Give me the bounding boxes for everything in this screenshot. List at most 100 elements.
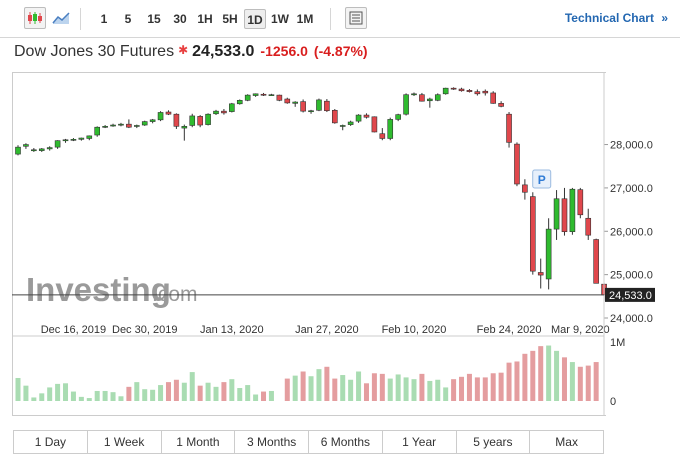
interval-1[interactable]: 1 xyxy=(100,12,108,26)
candle-body xyxy=(458,88,465,92)
candle-body xyxy=(355,114,362,122)
candle-body xyxy=(292,101,299,104)
price-change: -1256.0 xyxy=(260,43,308,59)
interval-1h[interactable]: 1H xyxy=(197,12,213,26)
range-max[interactable]: Max xyxy=(555,435,578,449)
candle-body xyxy=(371,116,378,133)
candle-body xyxy=(442,87,449,95)
annotation-marker xyxy=(532,169,552,189)
range-6-months[interactable]: 6 Months xyxy=(309,431,383,453)
volume-bar xyxy=(538,346,544,401)
volume-bars xyxy=(15,345,599,401)
last-price: 24,533.0 xyxy=(192,43,255,60)
area-chart-icon[interactable] xyxy=(50,7,72,29)
candle-body xyxy=(577,189,584,216)
date-tick-label: Jan 27, 2020 xyxy=(295,324,359,336)
volume-bar xyxy=(245,385,251,401)
interval-5h[interactable]: 5H xyxy=(222,12,238,26)
last-price-tag-label: 24,533.0 xyxy=(609,290,652,302)
volume-bar xyxy=(522,353,528,401)
range-1-day[interactable]: 1 Day xyxy=(14,431,88,453)
candle-body xyxy=(569,188,576,233)
range-1-month[interactable]: 1 Month xyxy=(162,431,236,453)
candle-body xyxy=(110,124,116,127)
interval-30[interactable]: 30 xyxy=(173,12,187,26)
interval-1m[interactable]: 1M xyxy=(296,12,314,26)
volume-bar xyxy=(466,373,472,401)
volume-bar xyxy=(324,366,330,401)
range-1-week[interactable]: 1 Week xyxy=(88,431,162,453)
candle-body xyxy=(229,103,235,112)
date-tick-label: Feb 24, 2020 xyxy=(477,324,542,336)
volume-bar xyxy=(31,397,37,401)
volume-bar xyxy=(142,389,148,401)
volume-bar xyxy=(506,362,512,401)
indicators-icon[interactable] xyxy=(345,7,367,29)
candle-body xyxy=(434,94,441,101)
volume-bar xyxy=(474,377,480,401)
volume-bar xyxy=(78,396,84,401)
candle-body xyxy=(316,99,322,111)
volume-bar xyxy=(165,382,171,401)
candle-body xyxy=(537,272,544,276)
candle-body xyxy=(86,135,93,139)
range-1-year[interactable]: 1 Year xyxy=(383,431,457,453)
watermark-brand: Investing xyxy=(26,271,171,308)
volume-bar xyxy=(585,365,591,401)
candle-body xyxy=(553,198,560,230)
candle-body xyxy=(165,111,172,115)
candle-body xyxy=(427,98,433,102)
volume-bar xyxy=(498,372,504,401)
date-tick-label: Dec 16, 2019 xyxy=(41,324,106,336)
volume-tick-label: 0 xyxy=(610,396,616,408)
volume-bar xyxy=(443,387,449,401)
candle-body xyxy=(260,93,267,96)
investing-watermark: Investing .com xyxy=(26,271,198,308)
candle-body xyxy=(363,114,370,118)
volume-bar xyxy=(490,373,496,401)
candle-body xyxy=(300,101,306,112)
technical-chart-link[interactable]: Technical Chart » xyxy=(565,11,668,25)
volume-bar xyxy=(213,386,219,401)
volume-bar xyxy=(158,385,164,401)
price-tick-label: 28,000.0 xyxy=(610,140,653,152)
volume-bar xyxy=(356,371,362,401)
candle-body xyxy=(482,90,489,94)
candle-body xyxy=(134,125,140,127)
candle-body xyxy=(403,94,409,115)
technical-chart-label: Technical Chart xyxy=(564,11,654,25)
candle-body xyxy=(213,110,219,115)
interval-1d[interactable]: 1D xyxy=(244,9,266,29)
volume-bar xyxy=(284,378,290,401)
volume-bar xyxy=(150,389,156,401)
candle-body xyxy=(450,87,457,90)
price-chart[interactable]: Investing .com 28,000.027,000.026,000.02… xyxy=(0,0,680,430)
range-3-months[interactable]: 3 Months xyxy=(235,431,309,453)
price-tick-label: 24,000.0 xyxy=(610,313,653,325)
candle-body xyxy=(585,217,592,236)
volume-bar xyxy=(387,378,393,401)
volume-bar xyxy=(395,374,401,401)
candle-body xyxy=(31,149,37,152)
candle-body xyxy=(62,139,69,142)
candle-body xyxy=(15,146,21,155)
candlesticks xyxy=(15,87,607,301)
volume-bar xyxy=(419,373,425,401)
candle-body xyxy=(23,144,29,147)
candlestick-icon[interactable] xyxy=(24,7,46,29)
interval-1w[interactable]: 1W xyxy=(271,12,289,26)
candle-body xyxy=(284,98,291,104)
volume-bar xyxy=(546,345,552,401)
volume-bar xyxy=(55,383,61,401)
volume-bar xyxy=(316,369,322,401)
candle-body xyxy=(593,239,599,284)
range-5-years[interactable]: 5 years xyxy=(457,431,531,453)
candle-body xyxy=(466,90,473,92)
interval-15[interactable]: 15 xyxy=(147,12,161,26)
volume-bar xyxy=(363,383,369,401)
candle-body xyxy=(94,126,100,136)
interval-5[interactable]: 5 xyxy=(124,12,132,26)
date-tick-label: Dec 30, 2019 xyxy=(112,324,177,336)
volume-bar xyxy=(221,382,227,401)
candle-body xyxy=(78,137,85,140)
